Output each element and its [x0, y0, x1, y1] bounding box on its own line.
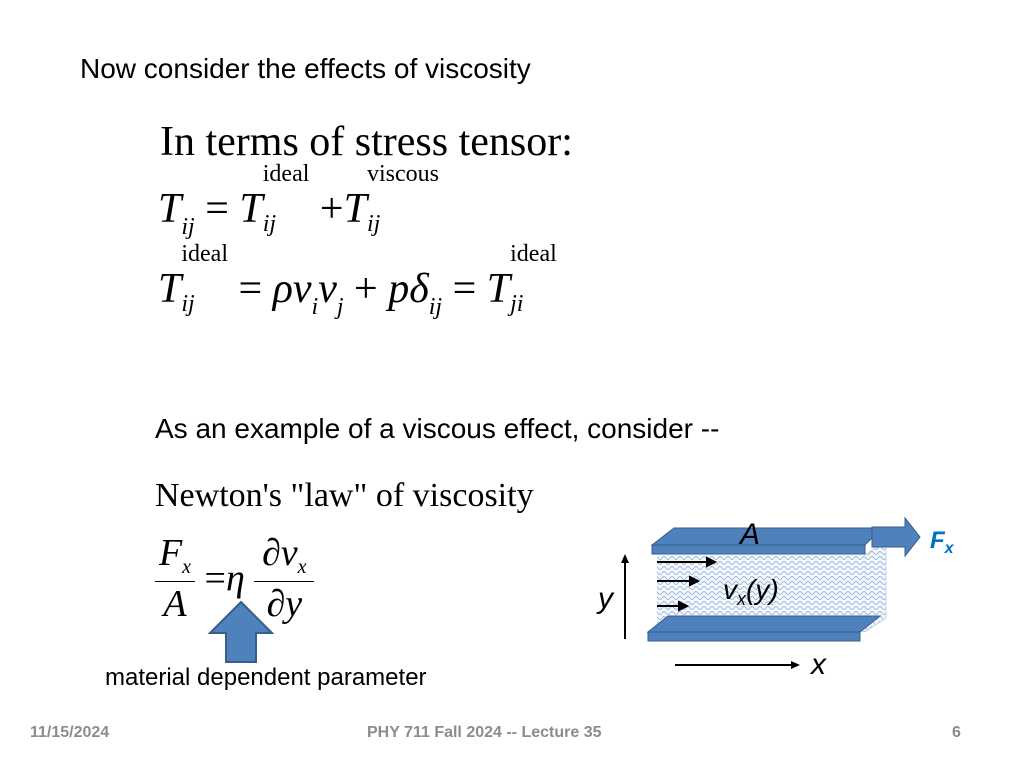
equation-stress-tensor-sum: Tij = Tidealijideal +Tviscousijviscous	[158, 161, 439, 240]
law-title: Newton's "law" of viscosity	[155, 477, 534, 514]
eq-subscript: ij	[428, 294, 443, 320]
eq-superscript: viscous	[366, 161, 439, 187]
eq-indices: idealijideal	[181, 241, 228, 317]
eq-symbol: p	[388, 266, 410, 312]
eq-symbol: v	[292, 266, 312, 312]
force-subscript: x	[944, 540, 954, 557]
eq-superscript: ideal	[262, 161, 310, 187]
force-label: Fx	[930, 527, 954, 557]
eq-symbol: v	[318, 266, 337, 312]
eq-indices: viscousijviscous	[367, 161, 439, 237]
eq-subscript: x	[297, 556, 307, 578]
eq-subscript: i	[311, 294, 319, 320]
eq-subscript: ji	[510, 291, 524, 317]
fraction-force-area: Fx A	[155, 533, 195, 624]
eq-superscript: ideal	[181, 241, 228, 267]
footer-course: PHY 711 Fall 2024 -- Lecture 35	[367, 724, 602, 741]
y-axis-arrow	[621, 554, 629, 639]
eq-indices: idealijideal	[263, 161, 310, 237]
eq-operator: =	[204, 557, 226, 600]
eq-symbol: T	[486, 266, 511, 312]
eq-subscript: ij	[262, 211, 277, 237]
eq-symbol: T	[158, 266, 182, 312]
eq-operator: =	[205, 186, 229, 232]
slide-title: Now consider the effects of viscosity	[80, 53, 531, 84]
eq-operator: +	[354, 266, 378, 312]
top-plate	[650, 527, 884, 555]
eq-symbol: δ	[409, 266, 429, 312]
velocity-subscript: x	[737, 589, 746, 609]
force-symbol: F	[930, 527, 945, 554]
eq-symbol: A	[163, 583, 187, 625]
force-arrow-icon	[871, 516, 921, 558]
bottom-plate	[646, 615, 882, 642]
x-axis-label: x	[811, 648, 826, 681]
eq-subscript: j	[336, 294, 344, 320]
footer-date: 11/15/2024	[30, 724, 110, 741]
eq-operator: +	[319, 186, 344, 232]
equation-newton-viscosity: Fx A =η ∂vx ∂y	[155, 532, 315, 625]
velocity-arrows	[657, 556, 718, 612]
velocity-label: vx(y)	[723, 574, 779, 609]
eq-subscript: ij	[181, 291, 195, 317]
eq-symbol: ρ	[272, 266, 293, 312]
eq-symbol: T	[158, 186, 182, 232]
arrow-label: material dependent parameter	[105, 664, 427, 691]
x-axis-arrow	[675, 661, 800, 669]
eq-subscript: x	[182, 556, 192, 578]
fraction-velocity-gradient: ∂vx ∂y	[254, 532, 315, 625]
eq-operator: =	[238, 266, 263, 312]
eq-symbol: T	[343, 186, 367, 232]
area-label: A	[740, 518, 761, 551]
viscous-flow-diagram	[621, 516, 921, 669]
eq-indices: idealjiideal	[510, 241, 557, 317]
velocity-argument: (y)	[746, 574, 779, 605]
example-text: As an example of a viscous effect, consi…	[155, 413, 720, 444]
subtitle: In terms of stress tensor:	[160, 119, 573, 165]
eq-subscript: ij	[181, 214, 195, 240]
eq-symbol: ∂v	[262, 532, 298, 574]
eq-subscript: ij	[366, 211, 381, 237]
eq-superscript: ideal	[510, 241, 557, 267]
velocity-symbol: v	[723, 574, 737, 605]
y-axis-label: y	[598, 582, 613, 615]
eq-operator: =	[452, 266, 477, 312]
eq-symbol-eta: η	[225, 557, 245, 600]
eq-symbol: T	[239, 186, 263, 232]
eq-symbol: ∂y	[266, 583, 303, 625]
footer-page-number: 6	[952, 724, 961, 741]
up-arrow-icon	[208, 600, 275, 663]
eq-symbol: F	[158, 532, 183, 574]
equation-ideal-stress: Tidealijideal = ρvivj + pδij = Tidealjii…	[158, 241, 557, 320]
